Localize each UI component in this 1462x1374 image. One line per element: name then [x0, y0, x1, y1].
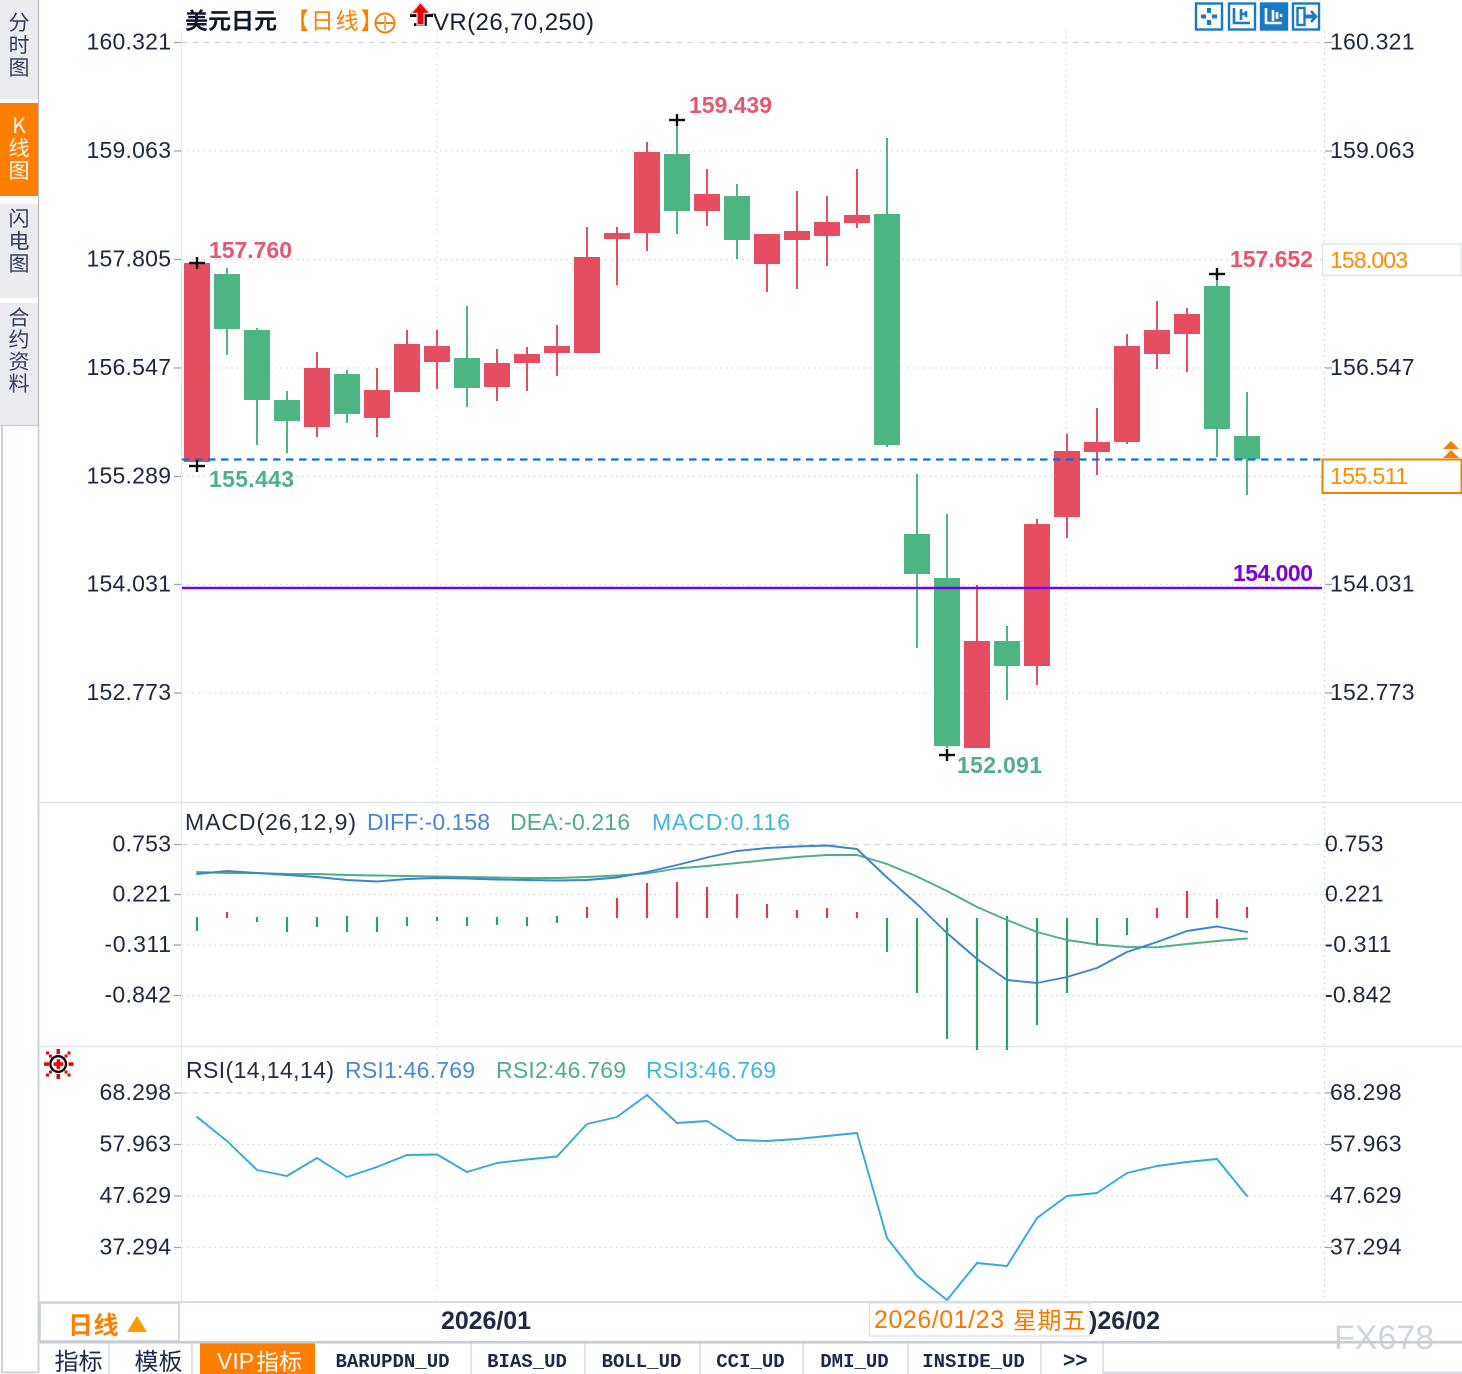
- svg-text:VIP: VIP: [217, 1348, 254, 1374]
- svg-text:152.773: 152.773: [87, 679, 172, 705]
- svg-text:BOLL_UD: BOLL_UD: [602, 1351, 682, 1373]
- svg-text:-0.842: -0.842: [1325, 982, 1392, 1008]
- svg-text:DIFF:-0.158: DIFF:-0.158: [367, 809, 490, 835]
- svg-text:)26/02: )26/02: [1089, 1307, 1160, 1335]
- svg-text:>>: >>: [1063, 1349, 1088, 1372]
- svg-text:-0.311: -0.311: [1325, 931, 1392, 957]
- svg-text:INSIDE_UD: INSIDE_UD: [922, 1351, 1025, 1373]
- svg-text:-0.311: -0.311: [105, 931, 172, 957]
- svg-text:159.063: 159.063: [87, 137, 172, 163]
- svg-text:CCI_UD: CCI_UD: [716, 1351, 784, 1373]
- svg-text:47.629: 47.629: [100, 1182, 172, 1208]
- svg-text:158.003: 158.003: [1330, 247, 1408, 273]
- svg-text:156.547: 156.547: [87, 354, 172, 380]
- svg-text:DMI_UD: DMI_UD: [820, 1351, 888, 1373]
- svg-text:47.629: 47.629: [1330, 1182, 1402, 1208]
- svg-text:157.760: 157.760: [209, 237, 292, 263]
- svg-text:37.294: 37.294: [1330, 1234, 1402, 1260]
- svg-text:154.000: 154.000: [1233, 560, 1313, 586]
- svg-text:154.031: 154.031: [87, 571, 172, 597]
- svg-text:RSI(14,14,14): RSI(14,14,14): [186, 1057, 334, 1083]
- svg-text:RSI1:46.769: RSI1:46.769: [345, 1057, 475, 1083]
- svg-text:37.294: 37.294: [100, 1234, 172, 1260]
- svg-text:152.773: 152.773: [1330, 679, 1415, 705]
- svg-text:BARUPDN_UD: BARUPDN_UD: [335, 1351, 449, 1373]
- svg-text:68.298: 68.298: [1330, 1079, 1402, 1105]
- svg-text:157.805: 157.805: [87, 246, 172, 272]
- svg-text:156.547: 156.547: [1330, 354, 1415, 380]
- svg-text:2026/01: 2026/01: [441, 1307, 531, 1335]
- svg-text:MACD:0.116: MACD:0.116: [652, 809, 790, 835]
- svg-text:57.963: 57.963: [100, 1131, 172, 1157]
- svg-text:0.753: 0.753: [113, 831, 172, 857]
- svg-text:-0.842: -0.842: [105, 982, 172, 1008]
- svg-text:160.321: 160.321: [87, 29, 172, 55]
- svg-text:VR(26,70,250): VR(26,70,250): [433, 9, 594, 36]
- svg-text:154.031: 154.031: [1330, 571, 1415, 597]
- svg-text:157.652: 157.652: [1230, 246, 1313, 272]
- svg-text:68.298: 68.298: [100, 1079, 172, 1105]
- svg-text:MACD(26,12,9): MACD(26,12,9): [185, 809, 356, 835]
- svg-text:BIAS_UD: BIAS_UD: [487, 1351, 567, 1373]
- svg-text:FX678: FX678: [1334, 1319, 1434, 1357]
- svg-text:159.063: 159.063: [1330, 137, 1415, 163]
- svg-text:0.753: 0.753: [1325, 831, 1384, 857]
- svg-text:155.511: 155.511: [1330, 463, 1408, 489]
- svg-text:152.091: 152.091: [957, 752, 1042, 778]
- svg-text:160.321: 160.321: [1330, 29, 1415, 55]
- svg-text:2026/01/23: 2026/01/23: [874, 1306, 1004, 1334]
- svg-text:0.221: 0.221: [1325, 881, 1384, 907]
- svg-text:57.963: 57.963: [1330, 1131, 1402, 1157]
- svg-text:RSI2:46.769: RSI2:46.769: [496, 1057, 626, 1083]
- svg-text:155.289: 155.289: [87, 463, 172, 489]
- svg-text:0.221: 0.221: [113, 881, 172, 907]
- svg-text:159.439: 159.439: [689, 92, 772, 118]
- svg-text:DEA:-0.216: DEA:-0.216: [510, 809, 630, 835]
- svg-text:RSI3:46.769: RSI3:46.769: [646, 1057, 776, 1083]
- svg-text:155.443: 155.443: [209, 466, 294, 492]
